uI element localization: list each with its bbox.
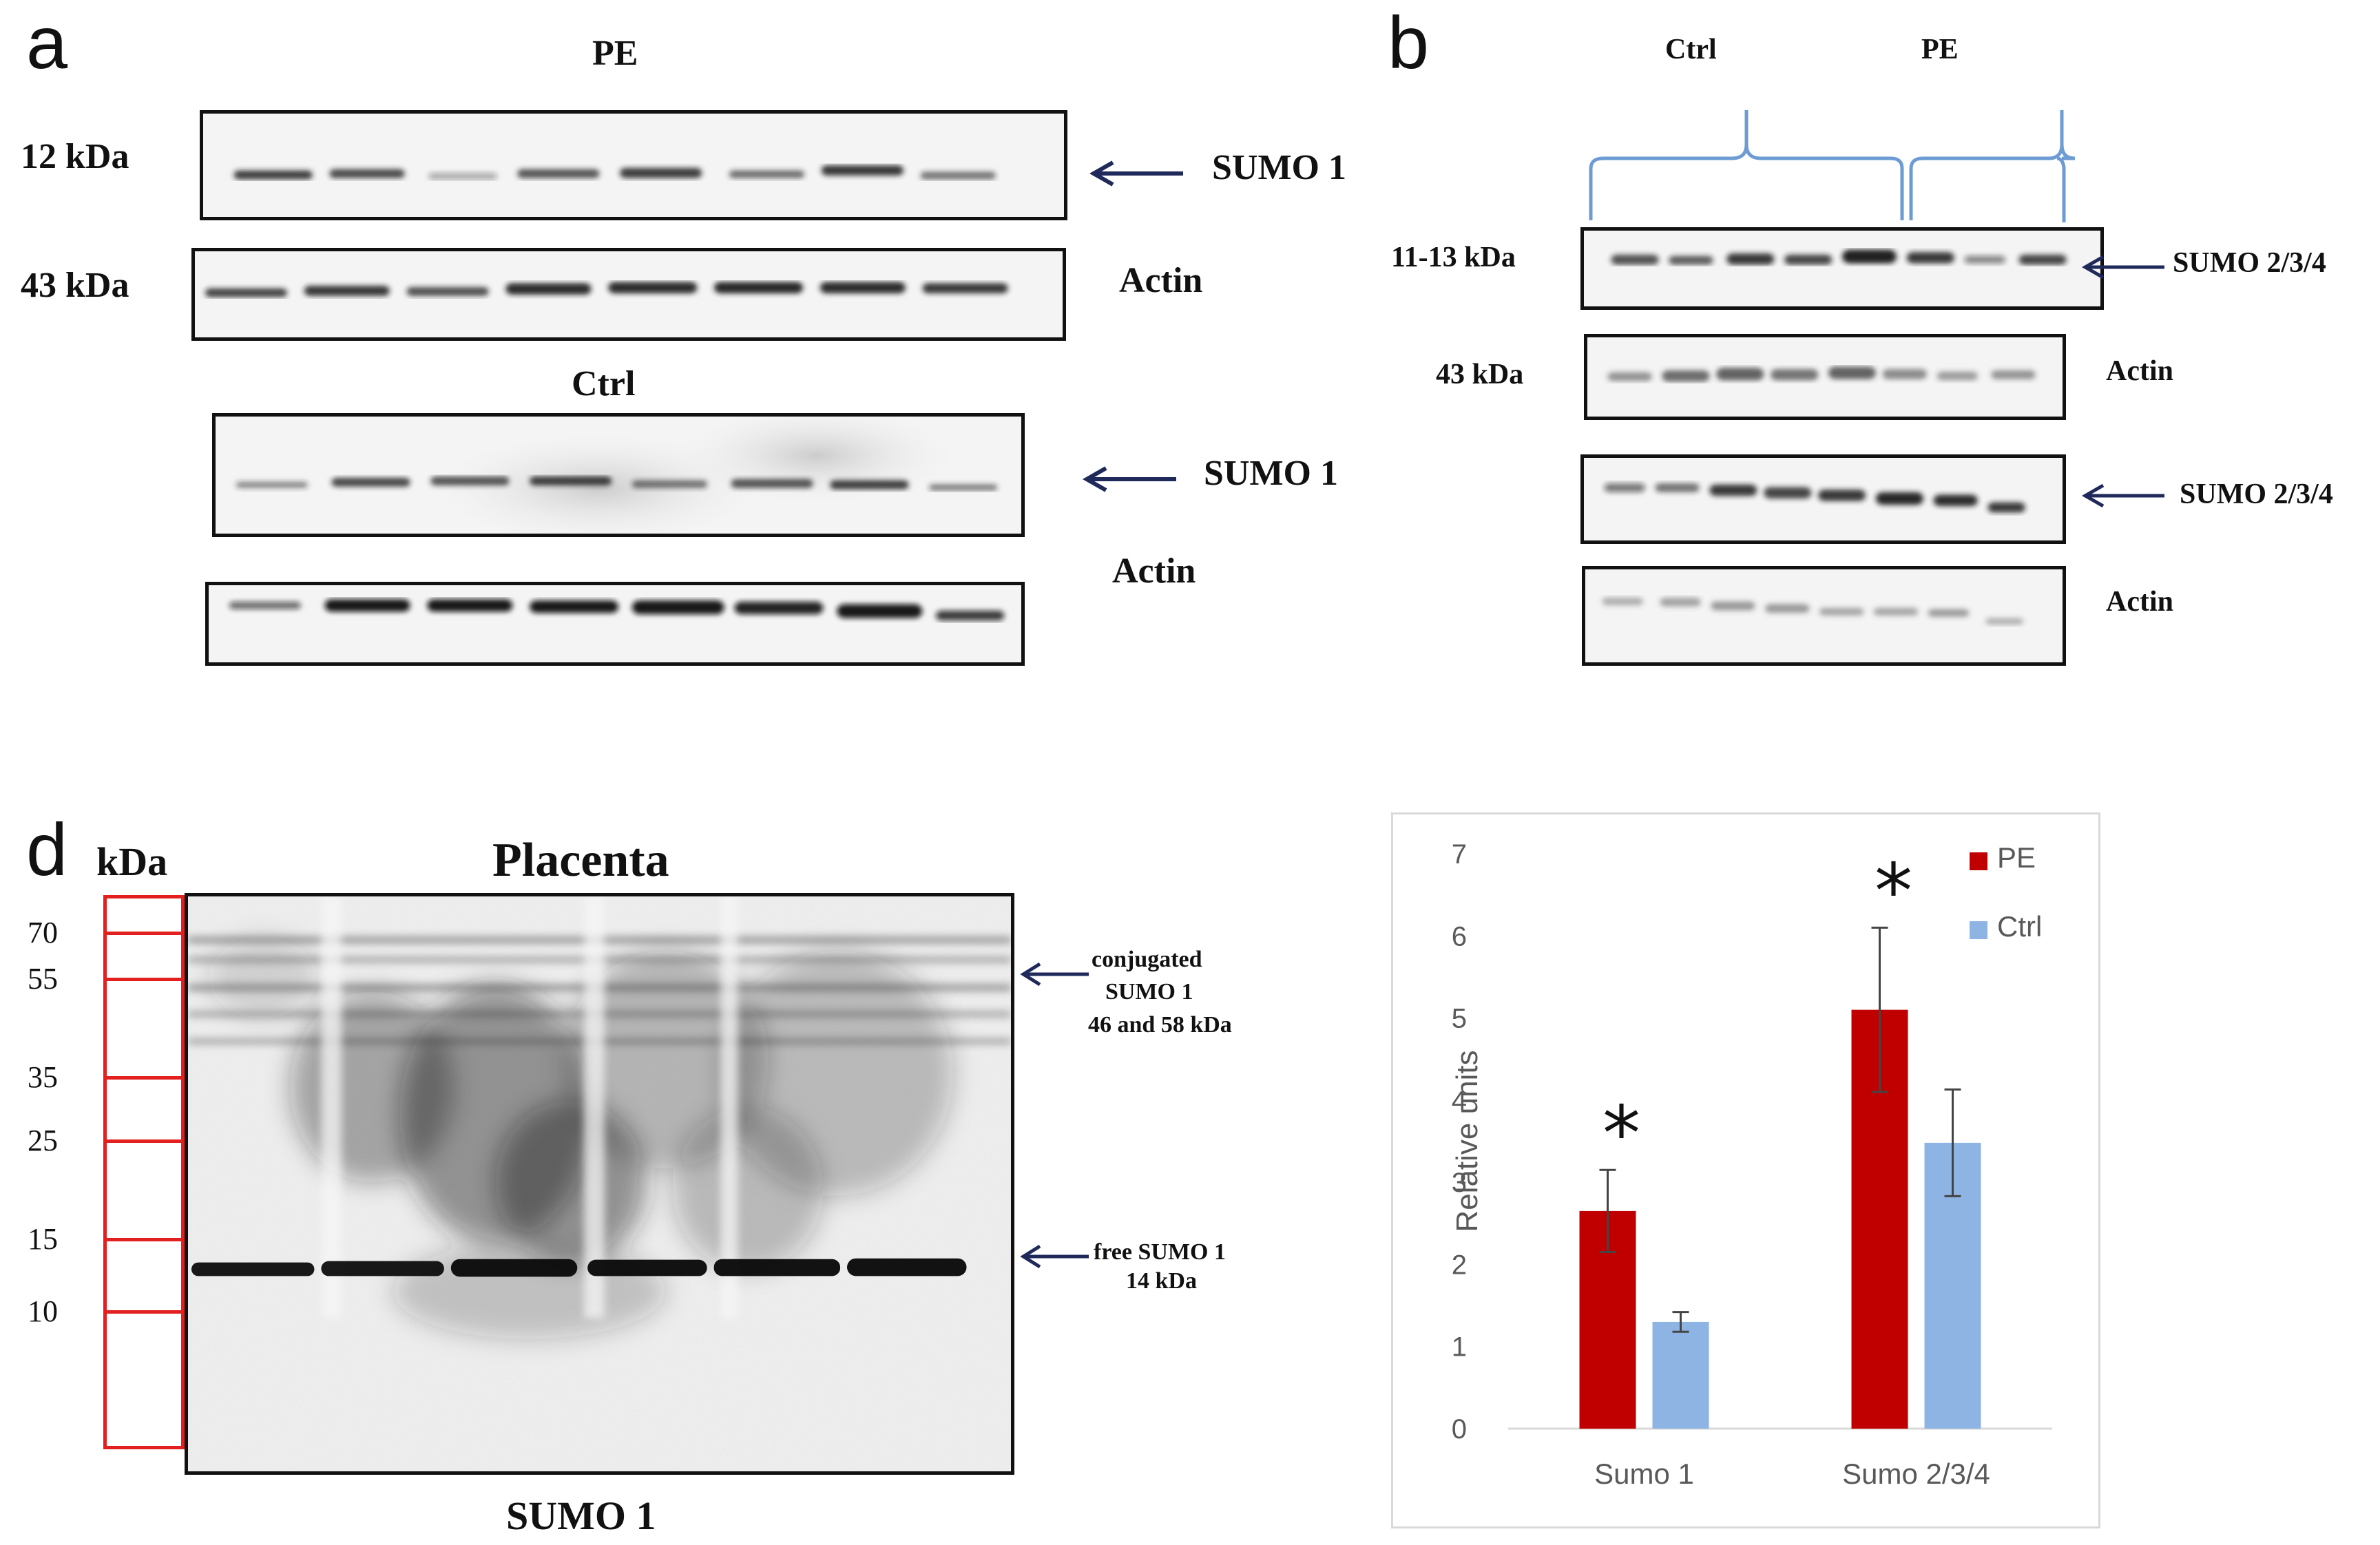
panel-d-kda-header: kDa	[96, 839, 168, 884]
y-axis-label: Relative units	[1450, 1050, 1484, 1232]
x-tick-label-0: Sumo 1	[1594, 1458, 1694, 1490]
legend-label-ctrl: Ctrl	[1997, 910, 2042, 943]
panel-b-pe-title: PE	[1921, 34, 1959, 65]
panel-a-pe-title: PE	[592, 34, 638, 73]
y-tick-label-7: 7	[1452, 839, 1467, 870]
panel-a-letter: a	[26, 1, 68, 84]
arrow-a-ctrl-sumo1	[1082, 466, 1176, 492]
panel-d-letter: d	[26, 808, 68, 891]
blot-b-actin-top	[1584, 334, 2066, 420]
legend-label-pe: PE	[1997, 841, 2036, 874]
ladder-label-55: 55	[28, 962, 58, 996]
arrow-b-sumo234-bottom	[2081, 483, 2164, 508]
panel-a-mw-12: 12 kDa	[21, 137, 129, 176]
blot-a-pe-actin	[191, 248, 1066, 341]
blot-b-sumo234-top	[1580, 227, 2104, 310]
panel-d-bottom-label: SUMO 1	[506, 1493, 656, 1538]
y-tick-label-2: 2	[1452, 1250, 1467, 1280]
panel-c-bar-chart: 0 1 2 3 4 5 6 7 Relative units Sumo 1 * Sumo 2/3/4 *…	[1450, 839, 2052, 1490]
panel-a-actin-label-ctrl: Actin	[1112, 551, 1196, 591]
panel-b-right-brace-end	[2056, 157, 2066, 222]
ladder-label-10: 10	[28, 1294, 58, 1328]
panel-d-conj-line2: SUMO 1	[1105, 979, 1193, 1005]
significance-star-1: *	[1875, 847, 1912, 935]
x-tick-label-1: Sumo 2/3/4	[1842, 1458, 1990, 1490]
blot-a-ctrl-sumo1	[212, 413, 1025, 537]
ladder-tick-15	[103, 1238, 185, 1241]
panel-d-free-line2: 14 kDa	[1126, 1268, 1197, 1294]
ladder-label-25: 25	[28, 1124, 58, 1157]
arrow-d-conjugated	[1020, 962, 1089, 987]
panel-a-actin-label-pe: Actin	[1119, 261, 1203, 300]
panel-c-chart-frame	[1391, 812, 2100, 1528]
panel-b-mw-43: 43 kDa	[1436, 359, 1524, 390]
ladder-label-35: 35	[28, 1060, 58, 1094]
panel-a-sumo-label-pe: SUMO 1	[1212, 148, 1346, 187]
ladder-tick-70	[103, 932, 185, 935]
panel-b-actin-label-2: Actin	[2106, 586, 2173, 618]
panel-b-sumo-label-1: SUMO 2/3/4	[2173, 247, 2326, 279]
ladder-tick-55	[103, 978, 185, 981]
panel-a-mw-43: 43 kDa	[21, 266, 129, 305]
significance-star-0: *	[1603, 1089, 1640, 1177]
bar-ctrl-0	[1652, 1321, 1709, 1429]
arrow-a-pe-sumo1	[1089, 160, 1183, 187]
arrow-d-free	[1020, 1244, 1089, 1269]
y-tick-label-6: 6	[1452, 921, 1467, 952]
ladder-label-15: 15	[28, 1222, 58, 1256]
legend-swatch-ctrl	[1970, 921, 1987, 939]
panel-a-ctrl-title: Ctrl	[572, 364, 636, 403]
panel-b-ctrl-title: Ctrl	[1665, 34, 1717, 65]
ladder-label-70: 70	[28, 916, 58, 949]
ladder-tick-35	[103, 1076, 185, 1080]
panel-d-title: Placenta	[492, 834, 669, 887]
ladder-tick-10	[103, 1310, 185, 1314]
legend-swatch-pe	[1970, 852, 1987, 870]
panel-b-group-braces	[1589, 110, 2076, 220]
blot-b-actin-bottom	[1582, 566, 2066, 666]
y-tick-label-3: 3	[1452, 1168, 1467, 1198]
panel-b-mw-11-13: 11-13 kDa	[1391, 242, 1516, 273]
ladder-tick-25	[103, 1139, 185, 1143]
panel-d-conj-line1: conjugated	[1092, 947, 1202, 972]
panel-a-sumo-label-ctrl: SUMO 1	[1204, 454, 1338, 493]
blot-a-pe-sumo1	[200, 110, 1067, 220]
blot-a-ctrl-actin	[205, 582, 1025, 666]
panel-b-sumo-label-2: SUMO 2/3/4	[2180, 479, 2333, 510]
y-tick-label-0: 0	[1452, 1414, 1467, 1444]
y-tick-label-1: 1	[1452, 1332, 1467, 1363]
panel-d-free-line1: free SUMO 1	[1094, 1239, 1226, 1265]
blot-b-sumo234-bottom	[1580, 454, 2066, 544]
y-tick-label-4: 4	[1452, 1086, 1467, 1116]
panel-b-actin-label-1: Actin	[2106, 355, 2173, 387]
panel-d-ladder-box	[103, 895, 185, 1449]
arrow-b-sumo234-top	[2081, 255, 2164, 280]
blot-d-placenta	[185, 893, 1014, 1475]
y-tick-label-5: 5	[1452, 1004, 1467, 1034]
panel-d-conj-line3: 46 and 58 kDa	[1088, 1012, 1232, 1038]
panel-b-letter: b	[1388, 1, 1430, 84]
